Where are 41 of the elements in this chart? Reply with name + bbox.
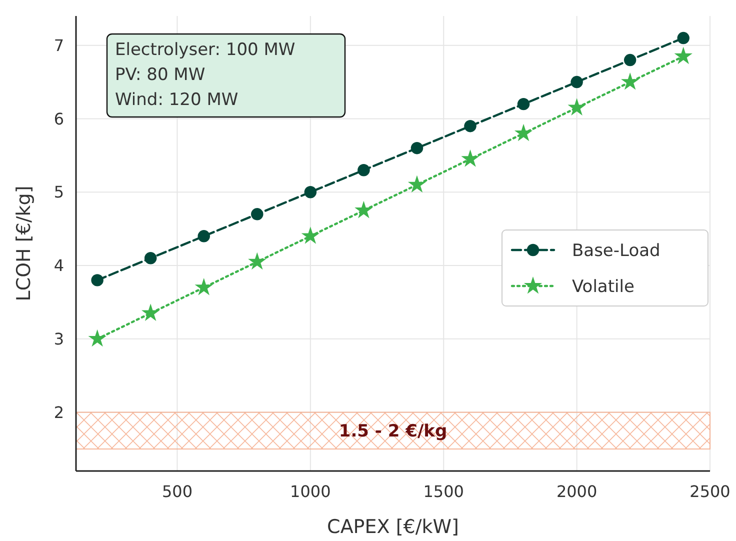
y-axis-title: LCOH [€/kg] [13,186,35,302]
x-tick-label: 2000 [556,482,598,501]
point [570,76,583,88]
legend-label: Volatile [572,276,634,297]
point [674,46,692,64]
point [88,329,106,347]
y-tick-label: 4 [54,256,64,276]
point [142,304,160,321]
point [624,54,636,66]
point [248,252,266,270]
y-tick-label: 3 [54,330,64,349]
point [621,72,640,90]
point [358,164,370,176]
point [91,274,104,286]
y-tick-label: 6 [54,109,64,128]
point [408,175,426,193]
point [514,124,533,142]
point [144,252,157,264]
legend-label: Base-Load [572,240,660,261]
band-label: 1.5 - 2 €/kg [338,422,448,442]
x-tick-label: 1000 [290,482,331,501]
y-tick-label: 2 [54,402,64,422]
x-axis-title: CAPEX [€/kW] [327,516,459,538]
x-tick-label: 2500 [690,482,730,501]
point [194,278,213,296]
point [464,120,476,132]
annotation: Electrolyser: 100 MW PV: 80 MW Wind: 120 MW [115,40,296,110]
point [198,230,210,242]
point [410,142,424,154]
x-tick-label: 500 [162,482,192,501]
point [568,98,586,116]
y-tick-label: 7 [54,36,64,55]
x-tick-label: 1500 [423,482,464,501]
y-tick-label: 5 [54,182,64,202]
point [677,32,690,44]
point [301,226,320,244]
point [304,186,317,198]
point [517,98,530,110]
point [461,150,480,167]
point [354,200,373,218]
point [251,208,264,220]
